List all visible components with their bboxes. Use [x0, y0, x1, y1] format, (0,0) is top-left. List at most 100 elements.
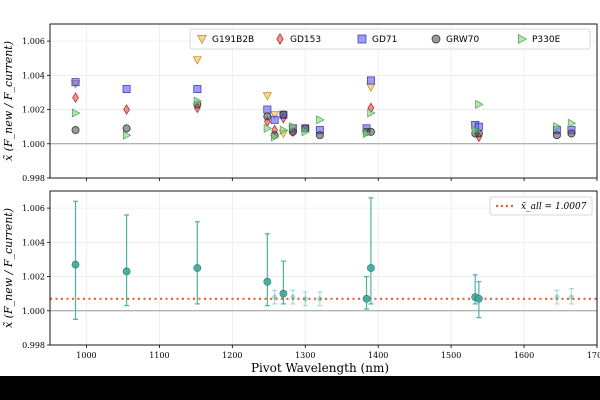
- y-tick-label: 1.000: [22, 307, 45, 316]
- data-point: [279, 289, 288, 298]
- y-tick-label: 1.004: [22, 238, 45, 247]
- y-axis-label: x̃ (F_new / F_current): [2, 208, 15, 328]
- data-point: [554, 294, 560, 300]
- data-point-g191b2b: [192, 56, 202, 65]
- data-point-p330e: [301, 127, 310, 137]
- x-tick-label: 1300: [295, 351, 315, 360]
- data-point-p330e: [553, 122, 562, 132]
- x-tick-label: 1700: [587, 351, 600, 360]
- data-point: [362, 294, 371, 303]
- data-point: [290, 294, 296, 300]
- x-tick-label: 1200: [222, 351, 242, 360]
- data-point-gd71: [193, 85, 202, 93]
- y-tick-label: 0.998: [22, 174, 45, 183]
- data-point: [71, 260, 80, 269]
- y-axis-label: x̃ (F_new / F_current): [2, 41, 15, 161]
- errorbar: [71, 200, 80, 320]
- legend-frame: [489, 196, 593, 216]
- errorbar: [290, 289, 296, 305]
- x-tick-label: 1600: [514, 351, 534, 360]
- legend-marker-p330e: [518, 34, 528, 44]
- data-point: [317, 296, 323, 302]
- data-point-p330e: [271, 132, 280, 142]
- x-tick-label: 1100: [149, 351, 169, 360]
- data-point: [263, 277, 272, 286]
- legend: x̄_all = 1.0007: [489, 196, 593, 216]
- data-point-grw70: [567, 129, 576, 138]
- legend-marker-grw70: [431, 34, 441, 44]
- errorbar: [279, 260, 288, 305]
- data-point-p330e: [263, 123, 273, 133]
- data-point: [122, 267, 131, 276]
- data-point-p330e: [475, 99, 484, 109]
- x-tick-label: 1000: [76, 351, 96, 360]
- y-tick-label: 1.004: [22, 71, 45, 80]
- y-tick-label: 1.000: [22, 140, 45, 149]
- data-point-p330e: [362, 128, 372, 139]
- top-panel: 0.998 1.000 1.002 1.004 1.006 x̃ (F_new / F_c…: [2, 23, 598, 183]
- errorbar: [367, 197, 375, 305]
- errorbar: [317, 291, 323, 307]
- legend-marker-gd153: [276, 33, 284, 45]
- legend-label-mean: x̄_all = 1.0007: [521, 202, 587, 212]
- errorbar: [554, 289, 560, 305]
- data-point-grw70: [279, 110, 288, 119]
- legend-frame: [189, 28, 591, 50]
- axes-frame: [49, 190, 598, 346]
- data-point-gd71: [122, 85, 131, 93]
- plot-area: [50, 24, 597, 178]
- legend: G191B2B GD153 GD71 GRW70 P330E: [189, 28, 591, 50]
- y-tick-label: 1.006: [22, 204, 45, 213]
- legend-marker-gd71: [357, 34, 367, 44]
- data-point-p330e: [289, 122, 298, 132]
- errorbar: [263, 233, 272, 307]
- data-point-gd153: [72, 92, 79, 103]
- data-point-p330e: [279, 125, 289, 135]
- data-point: [568, 294, 575, 300]
- x-tick-label: 1500: [441, 351, 461, 360]
- legend-label-gd71: GD71: [372, 35, 397, 45]
- x-tick-label: 1400: [368, 351, 388, 360]
- errorbar: [122, 214, 131, 307]
- data-point-gd71: [71, 78, 80, 87]
- legend-label-g191b2b: G191B2B: [212, 35, 254, 45]
- data-point-p330e: [471, 125, 480, 135]
- y-tick-label: 1.002: [22, 273, 45, 282]
- legend-label-grw70: GRW70: [446, 35, 479, 45]
- data-point-p330e: [567, 118, 577, 128]
- axes-frame: [49, 23, 598, 179]
- data-point-p330e: [122, 130, 132, 140]
- data-point-grw70: [315, 131, 324, 140]
- errorbar: [193, 221, 202, 305]
- errorbar: [362, 275, 371, 310]
- data-point-gd71: [270, 115, 279, 124]
- data-point-p330e: [367, 108, 376, 118]
- data-point-g191b2b: [262, 92, 272, 101]
- legend-label-p330e: P330E: [532, 35, 561, 45]
- errorbar: [272, 289, 278, 305]
- data-point: [302, 296, 308, 302]
- data-point-gd71: [366, 76, 375, 85]
- data-point-gd153: [123, 104, 130, 115]
- bottom-panel: 0.998 1.000 1.002 1.004 1.006 1000 1100 1200 130…: [2, 190, 600, 360]
- y-tick-label: 1.006: [22, 37, 45, 46]
- plot-area: [50, 191, 597, 345]
- data-point-grw70: [71, 126, 80, 135]
- data-point-grw70: [263, 112, 272, 121]
- data-point-g191b2b: [270, 111, 280, 120]
- data-point-grw70: [122, 124, 131, 133]
- data-point-p330e: [71, 108, 81, 118]
- data-point: [367, 264, 375, 272]
- x-axis-label: Pivot Wavelength (nm): [251, 361, 389, 375]
- legend-label-gd153: GD153: [290, 35, 321, 45]
- data-point-grw70: [552, 131, 561, 140]
- data-point-gd71: [263, 105, 272, 114]
- data-point: [272, 294, 278, 300]
- errorbar: [302, 291, 308, 307]
- y-tick-label: 1.002: [22, 106, 45, 115]
- errorbar: [474, 281, 483, 319]
- data-point: [474, 294, 483, 303]
- data-point: [193, 264, 202, 272]
- data-point-p330e: [193, 96, 203, 106]
